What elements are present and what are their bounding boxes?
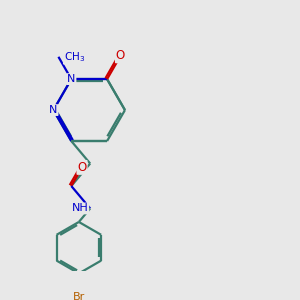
Text: N: N	[67, 74, 76, 84]
Text: NH: NH	[72, 203, 88, 214]
Text: Br: Br	[73, 292, 85, 300]
Text: O: O	[77, 161, 87, 174]
Text: O: O	[116, 50, 125, 62]
Text: CH$_3$: CH$_3$	[64, 50, 85, 64]
Text: N: N	[49, 105, 58, 115]
